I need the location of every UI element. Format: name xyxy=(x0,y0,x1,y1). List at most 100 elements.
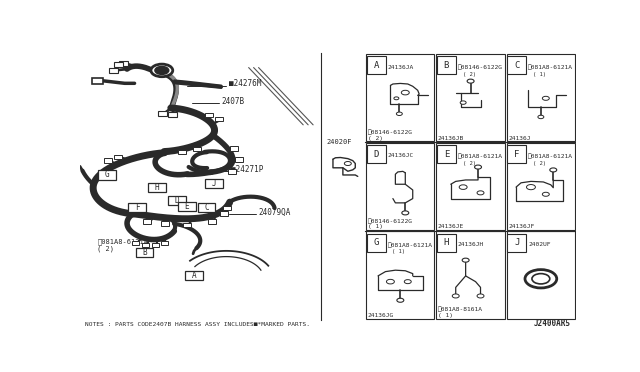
Text: Ⓑ08146-6122G: Ⓑ08146-6122G xyxy=(458,65,503,70)
Circle shape xyxy=(542,96,549,100)
Bar xyxy=(437,57,456,74)
Bar xyxy=(366,142,435,230)
Text: Ⓑ081A8-6121A: Ⓑ081A8-6121A xyxy=(388,242,433,248)
Text: ( 2): ( 2) xyxy=(463,161,476,166)
Text: F: F xyxy=(135,203,140,212)
Text: Ⓑ081A8-6121A: Ⓑ081A8-6121A xyxy=(528,154,573,159)
Text: Ⓑ08146-6122G
( 1): Ⓑ08146-6122G ( 1) xyxy=(367,218,413,230)
Text: A: A xyxy=(192,271,196,280)
Circle shape xyxy=(452,294,459,298)
Circle shape xyxy=(542,192,549,196)
Bar xyxy=(230,146,238,151)
Bar xyxy=(185,271,203,280)
Text: C: C xyxy=(204,203,209,212)
Text: J: J xyxy=(212,179,216,188)
Text: 24079QA: 24079QA xyxy=(259,208,291,217)
Bar xyxy=(508,145,526,163)
Text: NOTES : PARTS CODE2407B HARNESS ASSY INCLUDES■*MARKED PARTS.: NOTES : PARTS CODE2407B HARNESS ASSY INC… xyxy=(85,322,310,327)
Circle shape xyxy=(394,97,399,100)
Circle shape xyxy=(462,258,469,262)
Text: Ⓑ081A8-6121A
( 2): Ⓑ081A8-6121A ( 2) xyxy=(97,238,148,252)
Bar xyxy=(436,142,505,230)
Bar xyxy=(507,54,575,141)
Bar xyxy=(508,57,526,74)
Circle shape xyxy=(396,112,403,115)
Text: 24136JH: 24136JH xyxy=(458,242,484,247)
Bar xyxy=(148,183,166,192)
Bar xyxy=(367,145,385,163)
Bar xyxy=(183,223,191,227)
Text: G: G xyxy=(105,170,109,179)
Text: ( 2): ( 2) xyxy=(533,161,546,166)
Text: ■24276M: ■24276M xyxy=(229,79,261,88)
Text: E: E xyxy=(184,202,189,211)
Circle shape xyxy=(525,270,557,288)
Text: ( 2): ( 2) xyxy=(463,72,476,77)
Circle shape xyxy=(460,101,466,104)
Bar xyxy=(142,243,149,247)
Text: D: D xyxy=(175,196,179,205)
Bar xyxy=(118,61,127,66)
Text: Ⓑ081A8-6121A: Ⓑ081A8-6121A xyxy=(458,154,503,159)
Text: ■24271P: ■24271P xyxy=(231,165,264,174)
Bar xyxy=(205,112,213,117)
Text: 24136JA: 24136JA xyxy=(388,65,414,70)
Bar xyxy=(208,219,216,224)
Circle shape xyxy=(532,274,550,284)
Text: D: D xyxy=(373,150,379,158)
Bar xyxy=(168,112,177,118)
Bar xyxy=(216,117,223,121)
Bar xyxy=(114,62,123,67)
Circle shape xyxy=(550,168,557,172)
Text: C: C xyxy=(514,61,519,70)
Bar xyxy=(236,157,243,162)
Text: 24136JG: 24136JG xyxy=(367,313,394,318)
Bar xyxy=(143,219,152,224)
Text: B: B xyxy=(142,248,147,257)
Bar xyxy=(507,142,575,230)
Circle shape xyxy=(387,279,394,284)
Circle shape xyxy=(459,185,467,189)
Text: Ⓑ08146-6122G
( 2): Ⓑ08146-6122G ( 2) xyxy=(367,129,413,141)
Bar xyxy=(114,155,122,159)
Bar xyxy=(437,145,456,163)
Circle shape xyxy=(475,165,481,169)
Text: Ⓑ081A8-6121A: Ⓑ081A8-6121A xyxy=(528,65,573,70)
Bar xyxy=(367,57,385,74)
Bar xyxy=(132,241,139,245)
Bar xyxy=(508,234,526,252)
Text: F: F xyxy=(514,150,519,158)
Circle shape xyxy=(477,191,484,195)
Bar xyxy=(198,203,216,212)
Bar xyxy=(193,147,201,151)
Bar xyxy=(366,231,435,319)
Text: 24136JF: 24136JF xyxy=(508,224,534,230)
Circle shape xyxy=(401,90,409,95)
Bar xyxy=(136,248,154,257)
Text: ( 1): ( 1) xyxy=(533,72,546,77)
Bar xyxy=(366,54,435,141)
Bar xyxy=(367,234,385,252)
Circle shape xyxy=(344,161,351,166)
Bar xyxy=(161,241,168,245)
Text: A: A xyxy=(373,61,379,70)
Bar xyxy=(152,243,159,247)
Circle shape xyxy=(151,64,173,77)
Bar xyxy=(437,234,456,252)
Text: 24020F: 24020F xyxy=(327,139,352,145)
Bar xyxy=(507,231,575,319)
Bar xyxy=(92,78,103,84)
Text: 24136JB: 24136JB xyxy=(438,136,464,141)
Circle shape xyxy=(397,298,404,302)
Circle shape xyxy=(477,294,484,298)
Bar xyxy=(228,169,236,173)
Text: 24136J: 24136J xyxy=(508,136,531,141)
Bar xyxy=(205,179,223,188)
Bar xyxy=(178,202,196,211)
Bar xyxy=(436,231,505,319)
Text: 24136JC: 24136JC xyxy=(388,154,414,158)
Bar xyxy=(436,54,505,141)
Text: H: H xyxy=(155,183,159,192)
Text: ( 1): ( 1) xyxy=(392,250,406,254)
Text: J2400AR5: J2400AR5 xyxy=(534,319,571,328)
